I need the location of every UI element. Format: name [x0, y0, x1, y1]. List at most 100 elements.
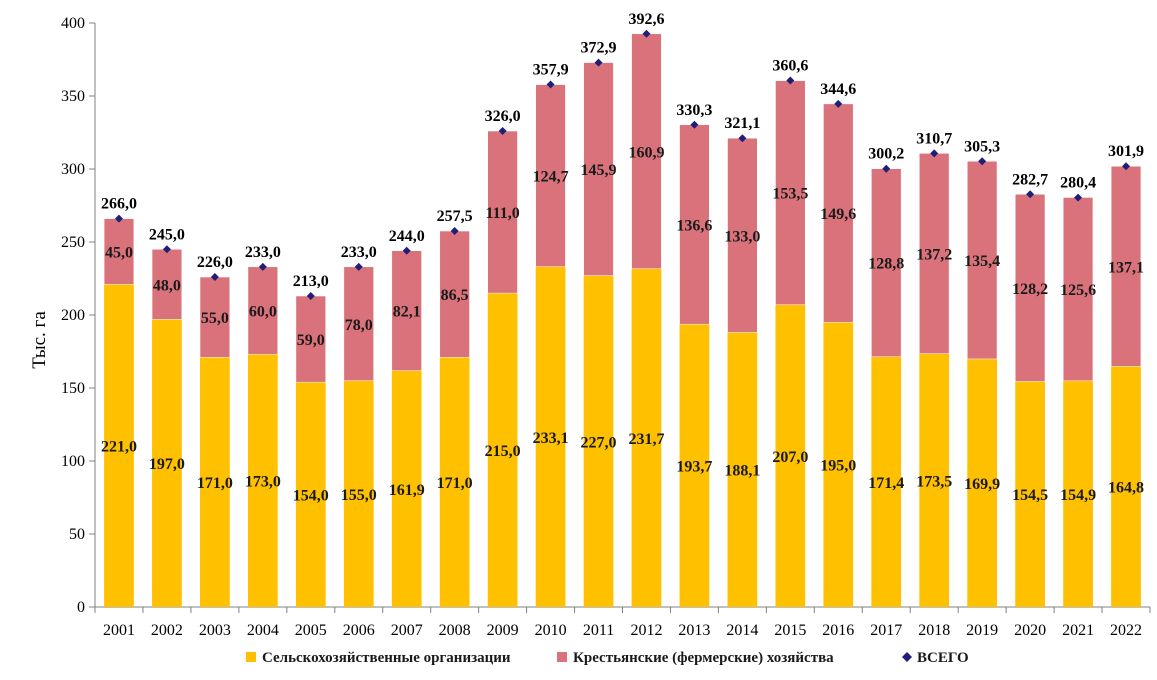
y-tick-label: 250: [61, 234, 85, 251]
label-organizations: 155,0: [341, 487, 377, 504]
label-organizations: 207,0: [772, 449, 808, 466]
bars: [103, 33, 1142, 607]
total-marker: [594, 58, 603, 67]
label-total: 321,1: [724, 115, 760, 132]
total-marker: [882, 164, 891, 173]
label-organizations: 171,0: [197, 475, 233, 492]
bar-segment-farms: [967, 161, 998, 360]
bar-segment-farms: [199, 276, 231, 358]
x-tick-label: 2021: [1062, 622, 1094, 639]
bar-segment-organizations: [343, 380, 374, 607]
label-farms: 160,9: [628, 144, 664, 161]
label-farms: 125,6: [1060, 282, 1096, 299]
label-farms: 133,0: [724, 228, 760, 245]
bar-segment-farms: [583, 62, 614, 276]
x-tick-label: 2002: [151, 622, 183, 639]
bar-segment-farms: [823, 103, 854, 323]
bar-segment-organizations: [535, 266, 566, 607]
label-total: 244,0: [389, 228, 425, 245]
bar-segment-farms: [151, 249, 183, 320]
bar-segment-organizations: [919, 353, 950, 607]
bar-segment-organizations: [152, 319, 182, 607]
x-tick-label: 2019: [966, 622, 998, 639]
legend-label-organizations: Сельскохозяйственные организации: [262, 650, 511, 666]
total-marker: [690, 120, 699, 129]
x-tick-label: 2014: [726, 622, 758, 639]
label-total: 233,0: [341, 244, 377, 261]
legend-label-total: ВСЕГО: [917, 650, 969, 666]
label-farms: 45,0: [105, 244, 133, 261]
x-tick-label: 2016: [822, 622, 854, 639]
bar-segment-farms: [439, 230, 470, 358]
bar-segment-farms: [871, 168, 902, 358]
x-tick-label: 2018: [918, 622, 950, 639]
x-tick-label: 2008: [439, 622, 471, 639]
total-marker: [402, 246, 411, 255]
y-tick-label: 150: [61, 380, 85, 397]
label-organizations: 173,0: [245, 474, 281, 491]
x-tick-label: 2022: [1110, 622, 1142, 639]
bar-segment-organizations: [775, 304, 806, 607]
total-marker: [162, 245, 171, 254]
label-total: 326,0: [485, 108, 521, 125]
total-marker: [258, 262, 267, 271]
label-organizations: 195,0: [820, 458, 856, 475]
bar-segment-farms: [535, 84, 566, 267]
label-organizations: 221,0: [101, 439, 137, 456]
label-organizations: 154,0: [293, 488, 329, 505]
legend-label-farms: Крестьянские (фермерские) хозяйства: [573, 650, 834, 666]
label-total: 282,7: [1012, 171, 1048, 188]
label-total: 392,6: [628, 11, 664, 28]
total-marker: [546, 80, 555, 89]
total-marker: [1074, 193, 1083, 202]
total-marker: [978, 157, 987, 166]
label-total: 360,6: [772, 58, 808, 75]
bar-segment-farms: [247, 266, 278, 355]
x-tick-label: 2001: [103, 622, 135, 639]
label-organizations: 171,0: [437, 475, 473, 492]
label-total: 310,7: [916, 130, 952, 147]
total-marker: [210, 273, 219, 282]
label-farms: 78,0: [345, 317, 373, 334]
bar-segment-organizations: [727, 332, 758, 607]
label-farms: 137,1: [1108, 259, 1144, 276]
y-axis-title: Тыс. га: [29, 311, 50, 369]
total-marker: [930, 149, 939, 158]
label-organizations: 173,5: [916, 473, 952, 490]
label-farms: 124,7: [533, 169, 569, 186]
y-axis: 0 50 100 150 200 250 300 350 400: [61, 15, 96, 616]
bar-segment-organizations: [200, 357, 230, 607]
bar-segment-farms: [727, 137, 758, 333]
bar-segment-organizations: [871, 356, 902, 607]
y-tick-label: 400: [61, 15, 85, 32]
y-tick-label: 50: [69, 526, 85, 543]
total-marker: [306, 292, 315, 301]
label-total: 245,0: [149, 226, 185, 243]
legend-marker-total: [902, 652, 912, 662]
total-marker: [1122, 162, 1131, 171]
x-tick-label: 2017: [870, 622, 902, 639]
label-farms: 55,0: [201, 310, 229, 327]
bar-segment-organizations: [487, 293, 518, 607]
total-marker: [354, 262, 363, 271]
label-farms: 149,6: [820, 206, 856, 223]
label-farms: 60,0: [249, 304, 277, 321]
legend-swatch-organizations: [246, 652, 256, 662]
bar-segment-organizations: [1015, 381, 1045, 607]
label-farms: 136,6: [676, 217, 712, 234]
total-marker: [498, 127, 507, 136]
total-marker: [738, 134, 747, 143]
bar-segment-organizations: [247, 354, 278, 607]
bar-segment-organizations: [439, 357, 470, 607]
bar-segment-organizations: [679, 324, 710, 607]
legend: Сельскохозяйственные организации Крестьян…: [246, 650, 969, 666]
label-organizations: 233,1: [533, 430, 569, 447]
total-marker: [786, 76, 795, 85]
x-tick-label: 2009: [487, 622, 519, 639]
bar-segment-farms: [391, 250, 422, 371]
label-organizations: 197,0: [149, 456, 185, 473]
label-farms: 48,0: [153, 277, 181, 294]
bar-segment-organizations: [391, 370, 422, 607]
segment-labels: 221,0 45,0 197,0 48,0 171,0 55,0 173,0 60,0 154,…: [101, 144, 1144, 504]
label-total: 266,0: [101, 196, 137, 213]
